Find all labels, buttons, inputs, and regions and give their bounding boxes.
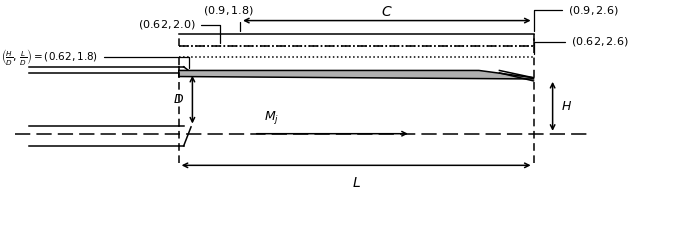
Text: $C$: $C$ [381, 5, 393, 19]
Text: $L$: $L$ [351, 176, 360, 190]
Text: $\left(\frac{H}{D},\,\frac{L}{D}\right) = (0.62, 1.8)$: $\left(\frac{H}{D},\,\frac{L}{D}\right) … [1, 47, 189, 68]
Text: $(0.9, 2.6)$: $(0.9, 2.6)$ [534, 4, 619, 31]
Text: $M_j$: $M_j$ [264, 109, 279, 126]
Text: $H$: $H$ [561, 100, 572, 113]
Text: $D$: $D$ [173, 93, 184, 106]
Text: $(0.9, 1.8)$: $(0.9, 1.8)$ [203, 4, 253, 31]
Text: $(0.62, 2.6)$: $(0.62, 2.6)$ [534, 35, 629, 54]
Text: $(0.62, 2.0)$: $(0.62, 2.0)$ [138, 18, 220, 43]
Polygon shape [179, 70, 534, 79]
